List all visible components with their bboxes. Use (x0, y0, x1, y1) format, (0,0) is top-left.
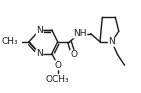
Text: N: N (108, 37, 115, 46)
Text: N: N (36, 26, 43, 35)
Text: CH₃: CH₃ (1, 37, 18, 46)
Text: N: N (36, 49, 43, 58)
Text: O: O (70, 50, 77, 59)
Text: O: O (54, 61, 61, 70)
Text: NH: NH (73, 29, 87, 38)
Text: OCH₃: OCH₃ (46, 75, 70, 84)
